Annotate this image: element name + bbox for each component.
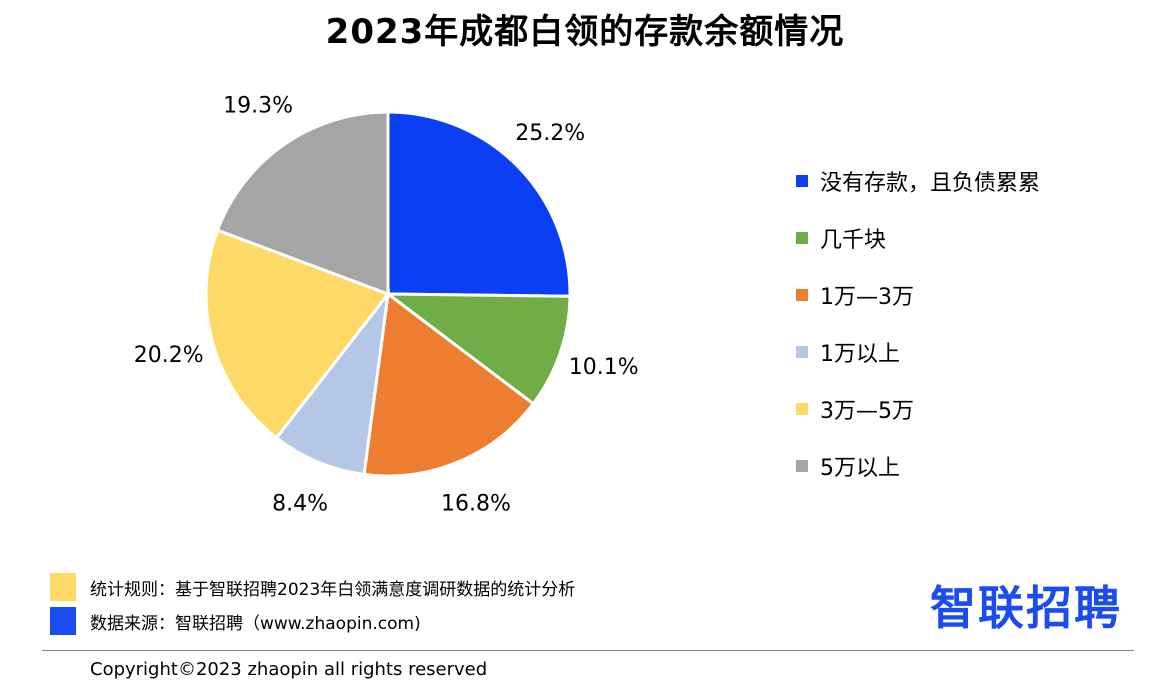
- footer-divider: [42, 650, 1134, 651]
- legend-swatch-icon: [796, 288, 808, 301]
- legend-item-0: 没有存款，且负债累累: [796, 152, 1040, 209]
- pie-label-1: 10.1%: [569, 355, 639, 380]
- copyright-text: Copyright©2023 zhaopin all rights reserv…: [90, 659, 488, 680]
- legend-label: 没有存款，且负债累累: [820, 170, 1041, 196]
- pie-slice-1: [383, 292, 572, 406]
- pie-label-5: 19.3%: [223, 94, 293, 119]
- pie-slice-0: [386, 110, 572, 298]
- pie-label-2: 16.8%: [441, 491, 511, 516]
- pie-slice-4: [204, 228, 391, 440]
- legend-label: 5万以上: [820, 455, 900, 481]
- legend-label: 几千块: [820, 227, 887, 253]
- legend-swatch-icon: [796, 459, 808, 472]
- source-swatch-icon: [50, 607, 76, 635]
- legend-item-1: 几千块: [796, 209, 1040, 266]
- chart-legend: 没有存款，且负债累累 几千块 1万—3万 1万以上 3万—5万 5万以上: [796, 152, 1040, 494]
- legend-item-3: 1万以上: [796, 323, 1040, 380]
- legend-label: 3万—5万: [820, 398, 914, 424]
- rules-swatch-icon: [50, 573, 76, 601]
- pie-label-3: 8.4%: [272, 491, 328, 516]
- pie-label-4: 20.2%: [134, 343, 204, 368]
- legend-swatch-icon: [796, 402, 808, 415]
- legend-swatch-icon: [796, 345, 808, 358]
- legend-item-5: 5万以上: [796, 437, 1040, 494]
- note-rules: 统计规则：基于智联招聘2023年白领满意度调研数据的统计分析: [50, 573, 575, 601]
- rules-text: 统计规则：基于智联招聘2023年白领满意度调研数据的统计分析: [90, 579, 576, 600]
- legend-label: 1万以上: [820, 341, 900, 367]
- note-source: 数据来源：智联招聘（www.zhaopin.com): [50, 607, 421, 635]
- legend-label: 1万—3万: [820, 284, 914, 310]
- legend-swatch-icon: [796, 231, 808, 244]
- legend-swatch-icon: [796, 174, 808, 187]
- pie-slice-2: [362, 291, 536, 478]
- source-text: 数据来源：智联招聘（www.zhaopin.com): [90, 613, 421, 634]
- pie-slice-3: [274, 288, 391, 477]
- pie-label-0: 25.2%: [515, 121, 585, 146]
- legend-item-2: 1万—3万: [796, 266, 1040, 323]
- chart-title: 2023年成都白领的存款余额情况: [325, 12, 845, 52]
- legend-item-4: 3万—5万: [796, 380, 1040, 437]
- pie-chart: 25.2% 10.1% 16.8% 8.4% 20.2% 19.3%: [134, 94, 639, 517]
- zhaopin-logo: 智联招聘: [930, 581, 1122, 635]
- pie-slice-5: [215, 110, 390, 297]
